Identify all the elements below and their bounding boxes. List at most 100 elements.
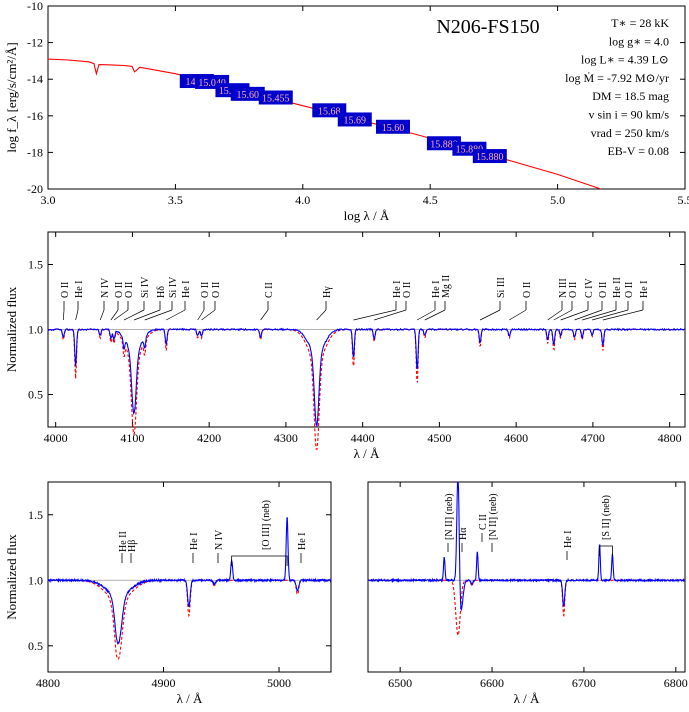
line-label: Hβ [127, 540, 138, 552]
line-label: He II [118, 531, 129, 552]
y-axis-label: Normalized flux [4, 534, 19, 620]
plot-frame [367, 481, 686, 673]
x-tick-label: 4500 [427, 431, 451, 445]
line-label: He II [612, 277, 623, 298]
line-label: [S II] (neb) [601, 495, 612, 540]
y-tick-label: 1.0 [28, 573, 43, 587]
label-connector [509, 309, 527, 321]
line-label: He I [392, 281, 403, 299]
x-tick-label: 4100 [120, 431, 144, 445]
x-tick-label: 4400 [351, 431, 375, 445]
photometry-label: 15.69 [344, 115, 367, 126]
y-tick-label: -16 [27, 109, 43, 123]
observed-spectrum [47, 517, 332, 645]
line-label: [O III] (neb) [261, 500, 272, 550]
line-label: C II [478, 514, 489, 530]
line-label: Si IV [140, 276, 151, 298]
photometry-box [337, 112, 372, 127]
x-tick-label: 4.5 [423, 193, 438, 207]
x-tick-label: 3.0 [41, 193, 56, 207]
blue-spectrum-panel: 4000 4100 4200 4300 4400 4500 4600 4700 4800 0.5 1… [4, 231, 686, 461]
x-tick-label: 4.0 [295, 193, 310, 207]
label-connector [353, 309, 397, 321]
label-connector [113, 309, 129, 321]
line-label: N IV [214, 529, 225, 550]
label-connector [110, 309, 119, 321]
plot-frame [47, 5, 686, 190]
y-tick-label: 1.5 [28, 258, 43, 272]
label-connector [201, 309, 216, 321]
line-label: C IV [584, 278, 595, 299]
label-connector [75, 309, 79, 321]
x-tick-label: 4600 [504, 431, 528, 445]
label-connector [553, 309, 573, 321]
label-connector [133, 309, 161, 321]
line-label: O II [402, 282, 413, 298]
label-connector [374, 309, 407, 321]
x-tick-label: 5000 [267, 676, 291, 690]
plot-frame [47, 481, 332, 673]
line-label: C II [264, 282, 275, 298]
x-tick-label: 4800 [658, 431, 682, 445]
line-label: Si III [496, 277, 507, 298]
label-connector [197, 309, 205, 321]
photometry-box [375, 119, 410, 134]
photometry-label: 15.880 [456, 145, 484, 156]
photometry-label: 15.60 [382, 123, 405, 134]
y-tick-label: 1.0 [28, 323, 43, 337]
x-tick-label: 4000 [44, 431, 68, 445]
x-tick-label: 4200 [197, 431, 221, 445]
line-label: He I [563, 531, 574, 549]
line-label: [N II] (neb) [444, 493, 455, 540]
line-label: O II [60, 282, 71, 298]
x-axis-label: λ / Å [177, 691, 203, 706]
label-connector [479, 309, 501, 321]
x-axis-label: λ / Å [354, 446, 380, 461]
line-label: [N II] (neb) [488, 493, 499, 540]
y-tick-label: 0.5 [28, 388, 43, 402]
photometry-label: 15.889 [430, 139, 458, 150]
label-connector [602, 309, 644, 321]
model-spectrum [48, 579, 331, 660]
observed-spectrum [367, 481, 686, 612]
line-label: Hδ [156, 286, 167, 298]
line-label: Hγ [322, 286, 333, 298]
x-tick-label: 6500 [388, 676, 412, 690]
x-axis-label: λ / Å [514, 691, 540, 706]
photometry-label: 15.040 [198, 78, 226, 89]
label-connector [424, 309, 446, 321]
line-label: He I [189, 533, 200, 551]
label-connector [592, 309, 629, 321]
line-label: He I [74, 281, 85, 299]
label-connector [574, 309, 603, 321]
line-label: O II [124, 282, 135, 298]
chart-title: N206-FS150 [436, 16, 539, 38]
x-axis-label: log λ / Å [344, 208, 390, 223]
line-label: O II [598, 282, 609, 298]
stellar-parameter: log g∗ = 4.0 [609, 34, 669, 48]
label-connector [560, 309, 589, 321]
line-label: He I [181, 281, 192, 299]
stellar-parameter: DM = 18.5 mag [592, 89, 669, 103]
stellar-parameter: log Ṁ = -7.92 M⊙/yr [565, 71, 669, 85]
label-connector [166, 309, 186, 321]
y-axis-label: Normalized flux [4, 286, 19, 372]
y-tick-label: -12 [27, 36, 43, 50]
y-axis-label: log f_λ [erg/s/cm²/Å] [4, 42, 19, 152]
x-tick-label: 6800 [664, 676, 688, 690]
photometry-label: 15.455 [262, 94, 290, 105]
photometry-label: 15.60 [236, 90, 259, 101]
line-label: Mg II [441, 275, 452, 298]
line-label: Si IV [168, 276, 179, 298]
line-label: O II [114, 282, 125, 298]
line-label: Hα [458, 527, 469, 540]
label-connector [416, 309, 436, 321]
line-label: N IV [100, 277, 111, 298]
line-label: He I [297, 533, 308, 551]
label-connector [99, 309, 105, 321]
hbeta-panel: 4800 4900 5000 0.5 1.0 1.5 λ / Å Normalized flu… [4, 481, 332, 706]
line-label: N III [558, 278, 569, 298]
line-label: O II [568, 282, 579, 298]
